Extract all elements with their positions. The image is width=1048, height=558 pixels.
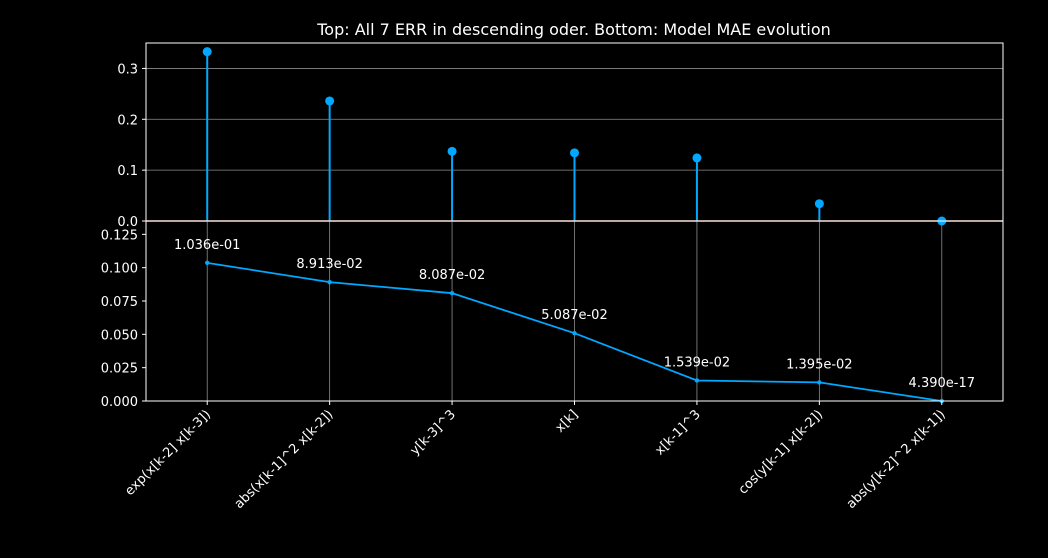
bottom-y-tick-label: 0.075	[101, 295, 138, 310]
mae-data-label: 1.395e-02	[786, 357, 852, 372]
top-y-tick-label: 0.1	[117, 164, 138, 179]
stem-marker	[325, 96, 335, 106]
x-tick-label: x[k-1]^3	[652, 407, 703, 458]
bottom-panel: 0.000 0.025 0.050 0.075 0.100 0.125 1.036e-01 8…	[101, 220, 1004, 410]
mae-data-label: 8.913e-02	[296, 257, 362, 272]
mae-marker	[205, 260, 210, 266]
bottom-y-tick-label: 0.125	[101, 228, 138, 243]
top-y-tick-label: 0.2	[117, 113, 138, 128]
mae-data-label: 1.539e-02	[664, 355, 730, 370]
top-panel: 0.0 0.1 0.2 0.3	[117, 42, 1004, 230]
stem-marker	[447, 146, 457, 156]
stem-marker	[814, 199, 824, 209]
bottom-y-tick-label: 0.025	[101, 362, 138, 377]
mae-marker	[572, 330, 577, 336]
bottom-y-tick-label: 0.050	[101, 328, 138, 343]
x-tick-label: abs(y[k-2]^2 x[k-1])	[844, 407, 949, 512]
stem-marker	[570, 148, 579, 158]
chart-title: Top: All 7 ERR in descending oder. Botto…	[316, 20, 831, 39]
stem-marker	[202, 47, 212, 57]
mae-data-label: 5.087e-02	[541, 308, 607, 323]
x-tick-label: abs(x[k-1]^2 x[k-2])	[232, 407, 337, 512]
mae-data-label: 8.087e-02	[419, 268, 485, 283]
mae-marker	[817, 380, 822, 385]
x-tick-label: y[k-3]^3	[408, 407, 459, 458]
mae-marker	[327, 279, 332, 285]
stem-marker	[692, 153, 702, 163]
bottom-y-tick-label: 0.100	[101, 262, 138, 277]
mae-data-label: 1.036e-01	[174, 238, 240, 253]
mae-marker	[449, 290, 455, 296]
mae-data-label: 4.390e-17	[909, 376, 975, 391]
mae-marker	[694, 378, 700, 383]
bottom-y-tick-label: 0.000	[101, 395, 138, 410]
x-tick-label: cos(y[k-1] x[k-2])	[736, 407, 826, 497]
top-y-tick-label: 0.3	[117, 62, 138, 77]
top-y-tick-label: 0.0	[117, 215, 138, 230]
x-tick-label: exp(x[k-2] x[k-3])	[122, 407, 214, 499]
x-tick-label: x[k]	[553, 407, 582, 436]
x-tick-labels: exp(x[k-2] x[k-3]) abs(x[k-1]^2 x[k-2]) y[…	[122, 401, 949, 512]
